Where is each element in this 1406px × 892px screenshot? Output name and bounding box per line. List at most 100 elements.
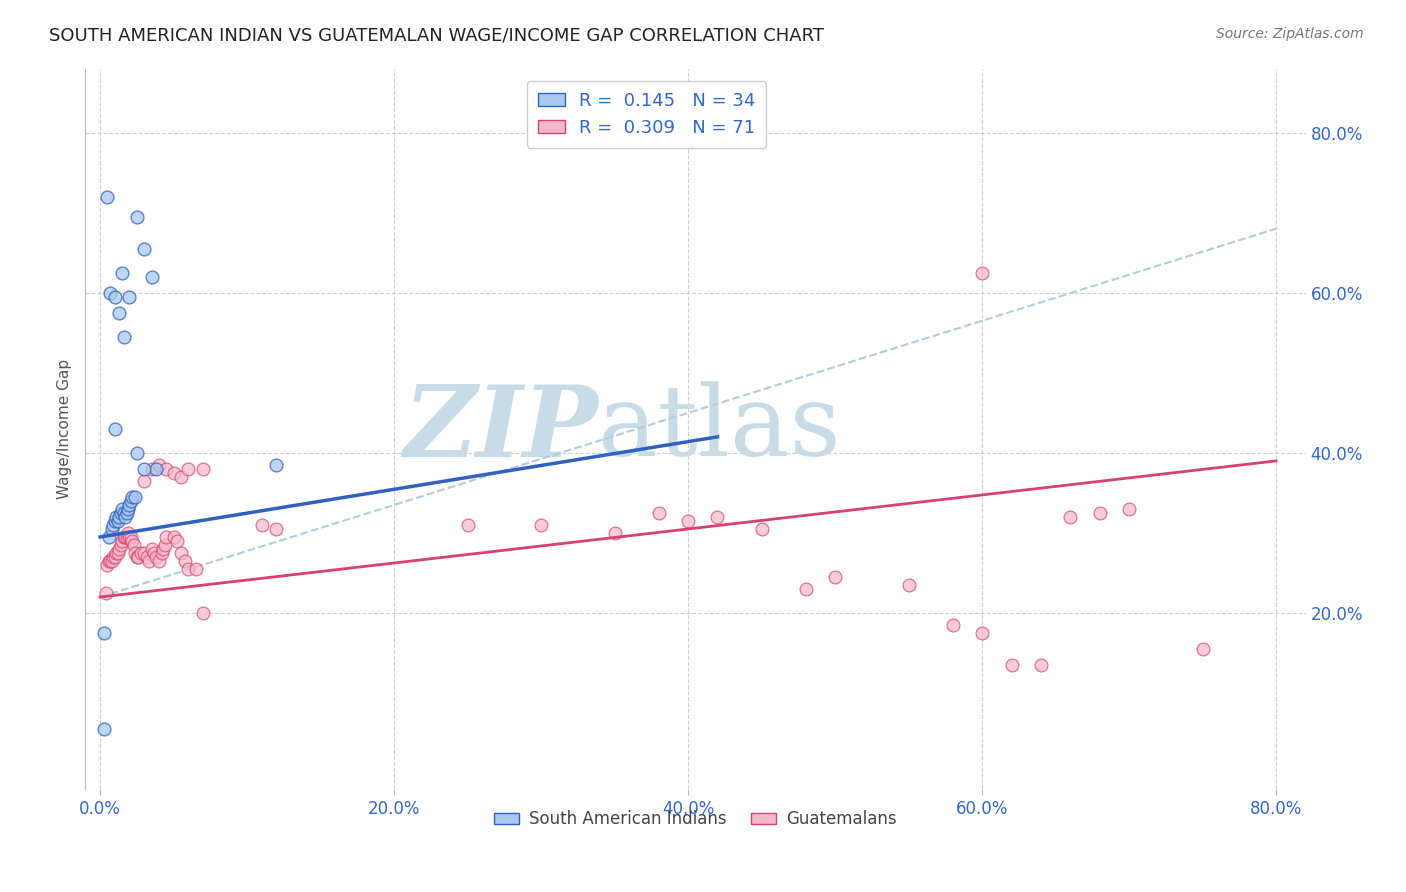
Point xyxy=(124,546,146,560)
Point xyxy=(250,518,273,533)
Point xyxy=(676,514,699,528)
Point xyxy=(1059,510,1081,524)
Text: Source: ZipAtlas.com: Source: ZipAtlas.com xyxy=(1216,27,1364,41)
Point xyxy=(153,538,176,552)
Point xyxy=(174,554,197,568)
Point xyxy=(1029,658,1052,673)
Point xyxy=(103,518,125,533)
Point xyxy=(177,562,200,576)
Point xyxy=(117,502,139,516)
Point xyxy=(155,530,177,544)
Point xyxy=(134,474,156,488)
Point xyxy=(177,462,200,476)
Point xyxy=(170,546,193,560)
Point xyxy=(166,533,188,548)
Point xyxy=(972,626,994,640)
Point xyxy=(1191,642,1213,657)
Point xyxy=(104,514,127,528)
Text: SOUTH AMERICAN INDIAN VS GUATEMALAN WAGE/INCOME GAP CORRELATION CHART: SOUTH AMERICAN INDIAN VS GUATEMALAN WAGE… xyxy=(49,27,824,45)
Text: atlas: atlas xyxy=(598,381,841,476)
Point xyxy=(129,546,152,560)
Point xyxy=(1000,658,1022,673)
Point xyxy=(706,510,728,524)
Point xyxy=(120,494,142,508)
Point xyxy=(145,462,167,476)
Point xyxy=(97,530,120,544)
Point xyxy=(148,554,170,568)
Point xyxy=(118,530,141,544)
Point xyxy=(134,242,156,256)
Point xyxy=(162,466,184,480)
Point xyxy=(603,526,626,541)
Point xyxy=(121,490,143,504)
Point xyxy=(112,506,135,520)
Point xyxy=(122,538,145,552)
Point xyxy=(108,306,131,320)
Point xyxy=(184,562,207,576)
Point xyxy=(647,506,669,520)
Point xyxy=(117,526,139,541)
Point xyxy=(107,514,129,528)
Point xyxy=(115,506,138,520)
Point xyxy=(152,541,174,556)
Text: ZIP: ZIP xyxy=(404,381,598,477)
Point xyxy=(457,518,479,533)
Point xyxy=(112,330,135,344)
Point xyxy=(105,546,128,560)
Y-axis label: Wage/Income Gap: Wage/Income Gap xyxy=(58,359,72,499)
Point xyxy=(93,626,115,640)
Point xyxy=(124,490,146,504)
Point xyxy=(94,586,117,600)
Point xyxy=(155,462,177,476)
Point xyxy=(101,554,124,568)
Point xyxy=(150,546,173,560)
Point xyxy=(96,558,118,572)
Point xyxy=(108,510,131,524)
Point xyxy=(136,549,159,564)
Point xyxy=(120,530,142,544)
Point xyxy=(1088,506,1111,520)
Point xyxy=(111,266,134,280)
Point xyxy=(93,722,115,736)
Point xyxy=(114,530,136,544)
Point xyxy=(148,458,170,472)
Point xyxy=(138,554,160,568)
Point xyxy=(110,506,132,520)
Point xyxy=(266,458,288,472)
Point xyxy=(104,549,127,564)
Point xyxy=(108,541,131,556)
Point xyxy=(794,582,817,596)
Point xyxy=(96,189,118,203)
Point xyxy=(972,266,994,280)
Point xyxy=(162,530,184,544)
Point xyxy=(112,530,135,544)
Point xyxy=(125,446,148,460)
Point xyxy=(751,522,773,536)
Point xyxy=(110,538,132,552)
Legend: South American Indians, Guatemalans: South American Indians, Guatemalans xyxy=(486,804,904,835)
Point xyxy=(266,522,288,536)
Point xyxy=(118,498,141,512)
Point xyxy=(98,285,121,300)
Point xyxy=(134,546,156,560)
Point xyxy=(103,549,125,564)
Point xyxy=(121,533,143,548)
Point xyxy=(105,510,128,524)
Point xyxy=(97,554,120,568)
Point xyxy=(143,546,166,560)
Point xyxy=(115,530,138,544)
Point xyxy=(942,618,965,632)
Point xyxy=(111,502,134,516)
Point xyxy=(141,541,163,556)
Point xyxy=(118,290,141,304)
Point xyxy=(98,554,121,568)
Point xyxy=(141,462,163,476)
Point xyxy=(104,290,127,304)
Point xyxy=(104,422,127,436)
Point xyxy=(107,546,129,560)
Point xyxy=(191,462,214,476)
Point xyxy=(170,470,193,484)
Point xyxy=(134,462,156,476)
Point xyxy=(191,606,214,620)
Point xyxy=(145,549,167,564)
